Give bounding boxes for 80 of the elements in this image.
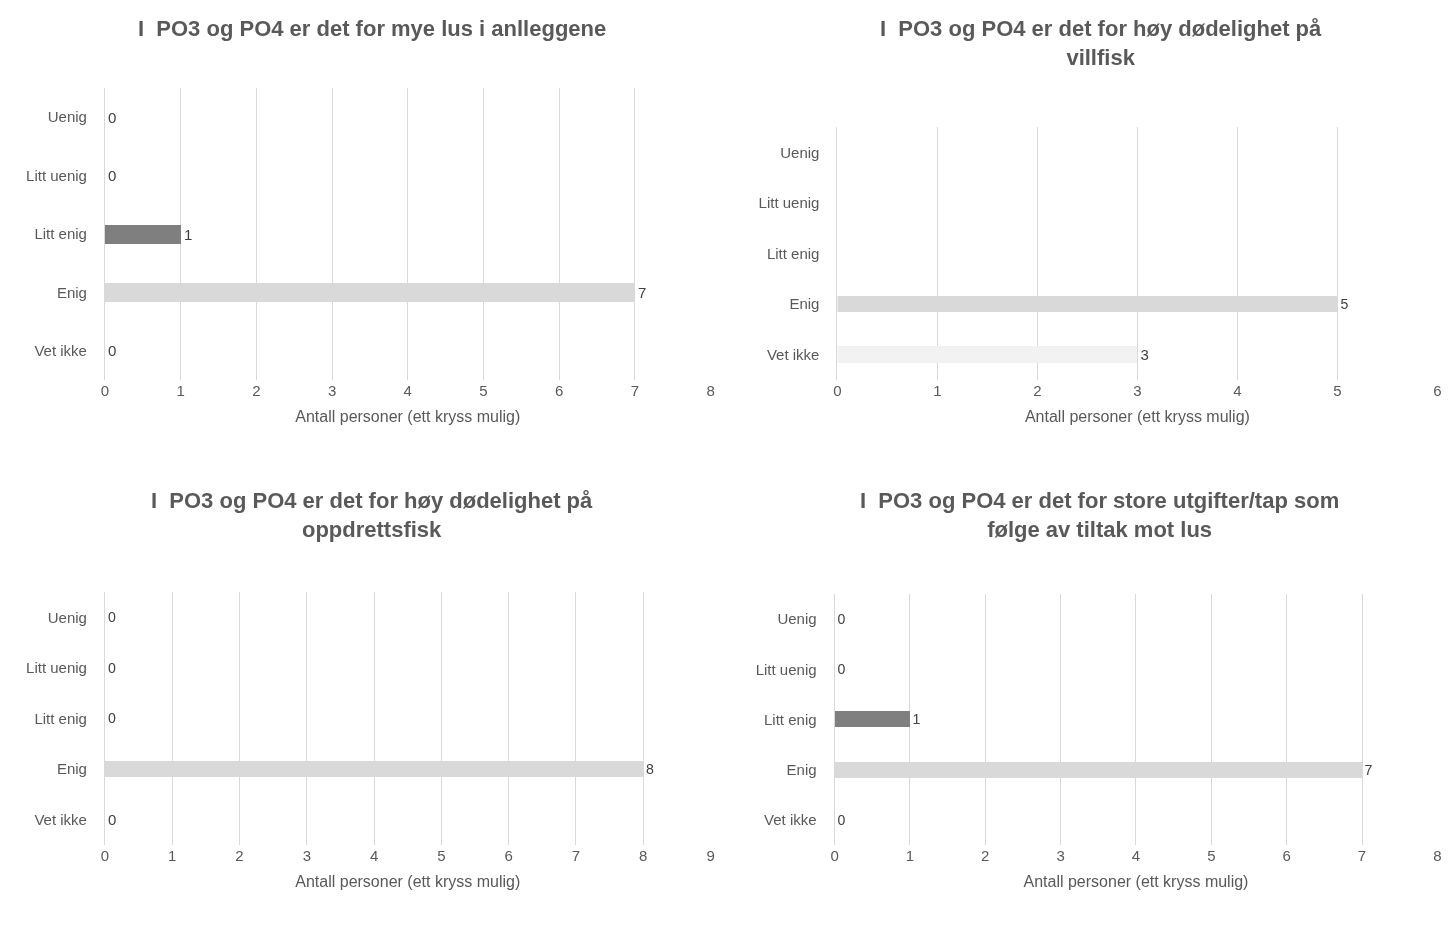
data-label: 3: [1140, 346, 1149, 364]
x-tick-label: 7: [630, 382, 640, 400]
data-label: 0: [107, 108, 117, 126]
data-label: 7: [1364, 762, 1373, 779]
data-label: 0: [837, 661, 846, 678]
x-tick-label: 5: [479, 382, 488, 400]
data-label: 0: [107, 166, 117, 184]
x-tick-label: 5: [1207, 846, 1216, 864]
data-label: 7: [637, 283, 647, 301]
data-label: 0: [837, 611, 846, 628]
data-label: 0: [107, 660, 116, 677]
y-tick-label: Litt enig: [34, 709, 87, 727]
x-tick-label: 0: [100, 846, 110, 864]
x-tick-label: 3: [302, 846, 311, 864]
x-tick-label: 0: [833, 382, 842, 400]
x-tick-label: 1: [933, 382, 942, 400]
x-tick-label: 7: [571, 846, 581, 864]
x-tick-label: 0: [830, 846, 839, 864]
x-tick-label: 7: [1357, 846, 1367, 864]
data-label: 0: [107, 609, 116, 626]
x-tick-label: 2: [1033, 382, 1042, 400]
x-tick-label: 2: [252, 382, 261, 400]
x-tick-label: 8: [639, 846, 648, 864]
x-tick-label: 0: [100, 382, 110, 400]
y-tick-label: Enig: [56, 283, 87, 301]
x-tick-label: 5: [437, 846, 446, 864]
x-tick-label: 6: [504, 846, 513, 864]
x-tick-label: 3: [1133, 382, 1142, 400]
x-tick-label: 6: [1433, 382, 1442, 400]
data-label: 0: [107, 811, 117, 829]
y-tick-label: Enig: [786, 760, 817, 778]
y-tick-label: Vet ikke: [764, 811, 817, 829]
data-label: 0: [107, 342, 117, 360]
data-label: 8: [645, 761, 654, 778]
y-tick-label: Uenig: [47, 608, 87, 626]
x-axis-title: Antall personer (ett kryss mulig): [1023, 872, 1249, 890]
data-label: 0: [107, 710, 116, 727]
data-label: 1: [183, 225, 193, 243]
y-tick-label: Vet ikke: [34, 810, 87, 828]
chart-title: I PO3 og PO4 er det for store utgifter/tap som følge av tiltak mot lus: [860, 488, 1340, 542]
y-tick-label: Enig: [789, 295, 820, 313]
y-tick-label: Litt uenig: [755, 660, 817, 678]
x-tick-label: 5: [1333, 382, 1342, 400]
y-tick-label: Vet ikke: [34, 342, 87, 360]
y-tick-label: Uenig: [47, 108, 87, 126]
x-tick-label: 8: [706, 382, 715, 400]
data-label: 0: [837, 812, 846, 829]
y-tick-label: Litt enig: [766, 244, 820, 262]
x-tick-label: 6: [555, 382, 564, 400]
y-tick-label: Enig: [56, 760, 87, 778]
x-tick-label: 4: [369, 846, 379, 864]
x-tick-label: 9: [706, 846, 715, 864]
x-tick-label: 2: [235, 846, 244, 864]
y-tick-label: Litt uenig: [758, 194, 820, 212]
data-label: 1: [912, 711, 921, 728]
x-tick-label: 1: [176, 382, 185, 400]
chart-title: I PO3 og PO4 er det for høy dødelighet på villfisk: [880, 16, 1323, 70]
y-tick-label: Litt uenig: [26, 659, 87, 677]
x-tick-label: 1: [168, 846, 177, 864]
x-tick-label: 6: [1282, 846, 1291, 864]
y-tick-label: Litt uenig: [26, 166, 87, 184]
x-tick-label: 1: [905, 846, 915, 864]
x-axis-title: Antall personer (ett kryss mulig): [295, 407, 521, 425]
x-tick-label: 3: [1056, 846, 1065, 864]
data-label: 5: [1340, 296, 1349, 313]
x-tick-label: 2: [981, 846, 990, 864]
y-tick-label: Litt enig: [764, 710, 817, 728]
chart-title: I PO3 og PO4 er det for mye lus i anlleggene: [138, 16, 607, 41]
x-tick-label: 4: [1233, 382, 1242, 400]
x-tick-label: 3: [327, 382, 337, 400]
y-tick-label: Uenig: [780, 143, 820, 161]
x-axis-title: Antall personer (ett kryss mulig): [1024, 407, 1250, 425]
y-tick-label: Uenig: [777, 610, 817, 628]
x-tick-label: 8: [1433, 846, 1442, 864]
chart-title: I PO3 og PO4 er det for høy dødelighet på oppdrettsfisk: [151, 488, 594, 542]
y-tick-label: Litt enig: [34, 225, 87, 243]
y-tick-label: Vet ikke: [766, 346, 820, 364]
x-axis-title: Antall personer (ett kryss mulig): [295, 872, 521, 890]
x-tick-label: 4: [1131, 846, 1141, 864]
x-tick-label: 4: [403, 382, 412, 400]
